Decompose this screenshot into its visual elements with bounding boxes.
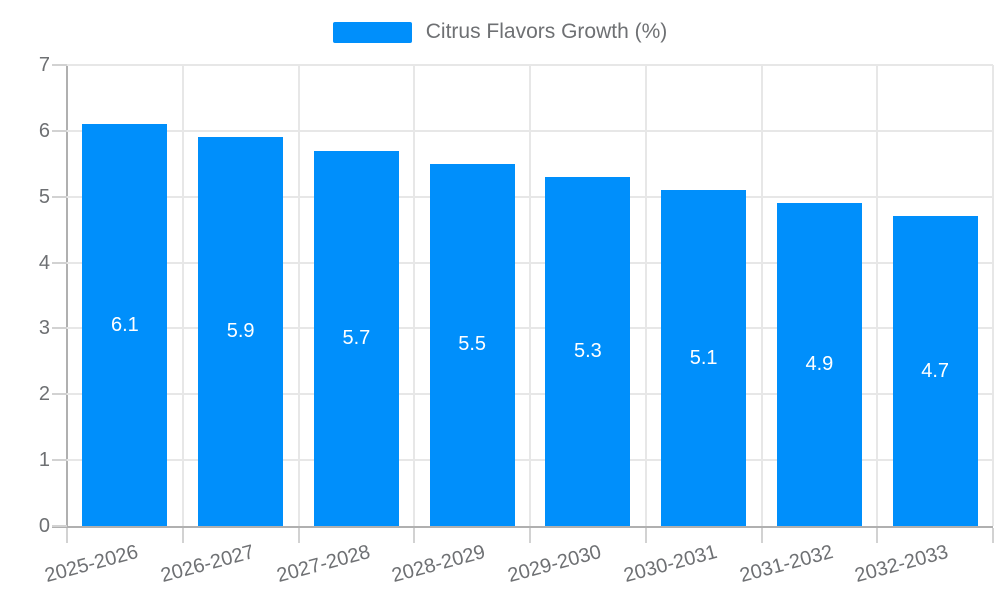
bar[interactable]: 4.7	[892, 216, 978, 526]
legend-label: Citrus Flavors Growth (%)	[425, 20, 668, 43]
y-axis-label: 1	[38, 449, 50, 472]
bar[interactable]: 5.3	[545, 176, 631, 526]
y-axis-tick	[52, 261, 67, 264]
y-axis-tick	[52, 459, 67, 462]
y-axis-tick	[52, 525, 67, 527]
y-axis-label: 0	[38, 515, 50, 537]
vertical-gridline	[760, 65, 763, 526]
x-axis-tick	[876, 528, 879, 543]
x-axis-tick	[644, 528, 647, 543]
vertical-gridline	[644, 65, 647, 526]
vertical-gridline	[876, 65, 879, 526]
bar-value-label: 5.7	[342, 326, 371, 349]
y-axis-label: 5	[38, 185, 50, 208]
y-axis-line	[66, 65, 68, 528]
bar[interactable]: 5.9	[198, 137, 284, 526]
y-axis-label: 7	[38, 54, 50, 76]
x-axis-tick	[297, 528, 300, 543]
x-axis-tick	[760, 528, 763, 543]
vertical-gridline	[297, 65, 300, 526]
x-axis-label: 2032-2033	[852, 540, 952, 587]
bar-value-label: 4.9	[805, 353, 834, 376]
bar-value-label: 5.1	[689, 346, 718, 369]
vertical-gridline	[413, 65, 416, 526]
y-axis-label: 3	[38, 317, 50, 340]
y-axis-tick	[52, 64, 67, 66]
y-axis-tick	[52, 393, 67, 396]
x-axis-tick	[66, 528, 68, 543]
y-axis-label: 4	[38, 251, 50, 274]
x-axis-label: 2027-2028	[274, 540, 373, 587]
x-axis-label: 2029-2030	[505, 540, 604, 587]
x-axis-label: 2031-2032	[737, 540, 836, 587]
x-axis-label: 2026-2027	[158, 540, 257, 587]
x-axis-tick	[413, 528, 416, 543]
legend-marker-icon[interactable]	[332, 21, 412, 43]
x-axis-tick	[992, 528, 994, 543]
bar[interactable]: 5.5	[429, 163, 515, 526]
x-axis-line	[52, 526, 993, 528]
legend[interactable]: Citrus Flavors Growth (%)	[0, 20, 1000, 44]
bar[interactable]: 4.9	[776, 203, 862, 526]
y-axis-label: 6	[38, 119, 50, 142]
x-axis-label: 2030-2031	[621, 540, 720, 587]
x-axis-label: 2025-2026	[42, 540, 141, 587]
bar[interactable]: 5.7	[313, 150, 399, 526]
y-axis-tick	[52, 327, 67, 330]
bar-value-label: 5.9	[226, 320, 255, 343]
bar-value-label: 4.7	[921, 359, 950, 382]
x-axis-tick	[181, 528, 184, 543]
y-axis-tick	[52, 129, 67, 132]
x-axis-tick	[529, 528, 531, 543]
bar-value-label: 5.5	[458, 333, 487, 356]
vertical-gridline	[992, 65, 994, 526]
y-axis-label: 2	[38, 383, 50, 406]
x-axis-label: 2028-2029	[389, 540, 489, 587]
bar-value-label: 6.1	[110, 313, 139, 336]
vertical-gridline	[181, 65, 184, 526]
vertical-gridline	[529, 65, 531, 526]
bar[interactable]: 6.1	[82, 124, 168, 526]
y-axis-tick	[52, 195, 67, 198]
bar-value-label: 5.3	[573, 339, 602, 362]
bar[interactable]: 5.1	[661, 190, 747, 526]
